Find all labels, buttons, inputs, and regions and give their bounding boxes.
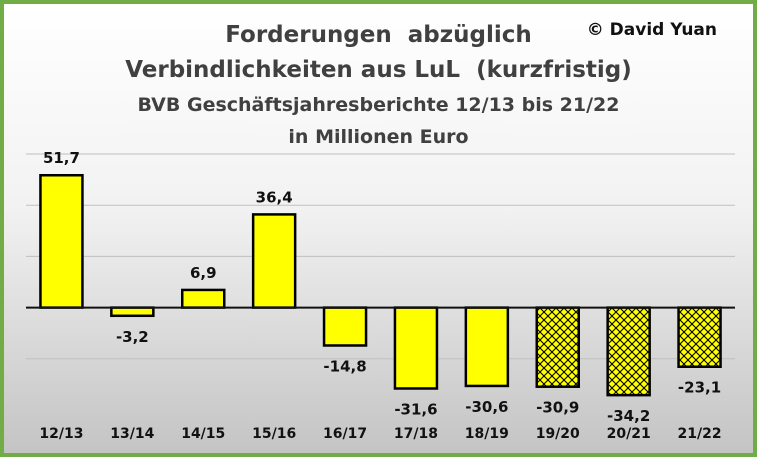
bar-17-18 bbox=[393, 306, 439, 390]
x-tick-label: 14/15 bbox=[181, 426, 225, 442]
bar-15-16 bbox=[251, 213, 297, 309]
x-tick-label: 15/16 bbox=[252, 426, 296, 442]
x-tick-label: 21/22 bbox=[678, 426, 722, 442]
data-label: -34,2 bbox=[607, 407, 650, 425]
chart-title-line-2: Verbindlichkeiten aus LuL (kurzfristig) bbox=[125, 57, 632, 83]
bar-18-19 bbox=[464, 306, 510, 388]
data-label: -30,9 bbox=[536, 399, 579, 417]
x-tick-label: 17/18 bbox=[394, 426, 438, 442]
bar-16-17 bbox=[322, 306, 368, 347]
data-label: -3,2 bbox=[116, 328, 149, 346]
bar-20-21 bbox=[606, 306, 651, 397]
bar-21-22 bbox=[677, 306, 722, 368]
data-label: -30,6 bbox=[465, 398, 508, 416]
x-tick-label: 13/14 bbox=[110, 426, 154, 442]
chart-subtitle-line-1: BVB Geschäftsjahresberichte 12/13 bis 21… bbox=[137, 94, 620, 116]
data-label: -23,1 bbox=[678, 379, 721, 397]
data-label: 51,7 bbox=[43, 149, 80, 167]
chart-title-line-1: Forderungen abzüglich bbox=[225, 22, 532, 48]
bar-13-14 bbox=[110, 306, 155, 318]
copyright-notice: © David Yuan bbox=[586, 20, 717, 40]
chart-subtitle-line-2: in Millionen Euro bbox=[288, 126, 469, 148]
bar-14-15 bbox=[181, 288, 226, 309]
x-tick-label: 18/19 bbox=[465, 426, 509, 442]
x-tick-label: 16/17 bbox=[323, 426, 367, 442]
data-label: 36,4 bbox=[256, 188, 293, 206]
data-label: -14,8 bbox=[323, 357, 366, 375]
bar-19-20 bbox=[535, 306, 580, 388]
bar-12-13 bbox=[39, 173, 84, 309]
data-label: 6,9 bbox=[190, 264, 217, 282]
x-tick-label: 19/20 bbox=[536, 426, 580, 442]
data-label: -31,6 bbox=[394, 400, 437, 418]
x-tick-label: 20/21 bbox=[607, 426, 651, 442]
x-tick-label: 12/13 bbox=[39, 426, 83, 442]
